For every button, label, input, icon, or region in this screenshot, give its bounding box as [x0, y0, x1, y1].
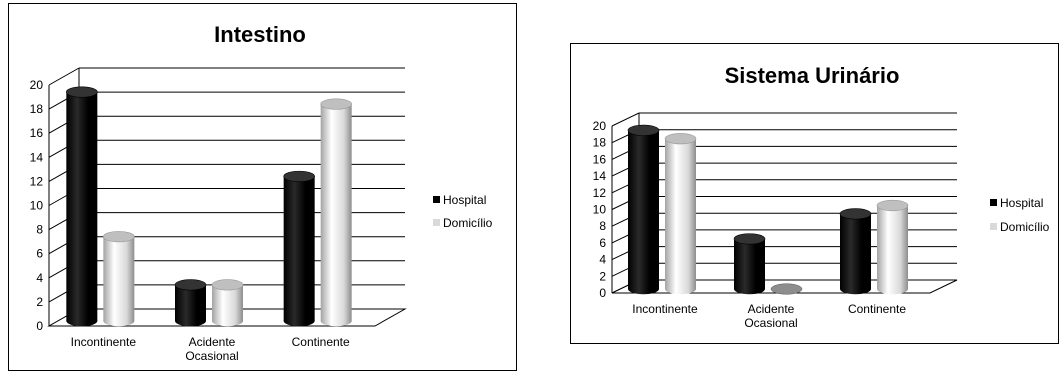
- bar-body: [103, 236, 135, 321]
- bar-body: [628, 130, 659, 289]
- bar-top: [174, 279, 207, 291]
- legend-label: Domicílio: [443, 216, 493, 230]
- x-tick-label: Incontinente: [632, 302, 698, 316]
- y-tick-label: 0: [599, 286, 606, 300]
- y-tick-label: 6: [599, 236, 606, 250]
- y-tick-label: 12: [593, 186, 607, 200]
- bar-body: [175, 284, 206, 321]
- y-tick-label: 8: [599, 219, 606, 233]
- y-tick-label: 12: [30, 174, 44, 188]
- y-tick-label: 16: [30, 126, 44, 140]
- bar-base: [770, 283, 803, 295]
- y-tick-label: 2: [599, 269, 606, 283]
- legend-swatch: [433, 196, 440, 203]
- y-tick-label: 6: [36, 247, 43, 261]
- y-tick-label: 16: [593, 152, 607, 166]
- bar-hospital-0: [66, 86, 98, 327]
- bar-top: [103, 231, 135, 243]
- y-tick-label: 14: [593, 169, 607, 183]
- bar-top: [839, 208, 872, 220]
- legend-swatch: [990, 199, 997, 206]
- bar-top: [627, 124, 660, 136]
- y-tick-label: 14: [30, 150, 44, 164]
- y-tick-label: 20: [593, 119, 607, 133]
- gridline-side: [611, 112, 640, 127]
- x-tick-label: Acidente: [748, 302, 795, 316]
- y-tick-label: 18: [593, 136, 607, 150]
- bar-body: [212, 284, 243, 321]
- x-tick-label: Acidente: [189, 335, 236, 349]
- y-tick-label: 10: [593, 203, 607, 217]
- x-tick-label: Ocasional: [185, 349, 238, 363]
- legend-swatch: [433, 219, 440, 226]
- bar-top: [733, 233, 766, 245]
- y-tick-label: 10: [30, 199, 44, 213]
- chart-sistema-urinario: Sistema Urinário 0 2 4 6 8 10 12 14 16 18 20 Inconti…: [593, 63, 1050, 330]
- bar-hospital-1: [733, 233, 766, 295]
- bar-body: [877, 205, 908, 289]
- bar-hospital-2: [283, 170, 315, 327]
- bar-top: [664, 133, 697, 145]
- bar-domiclio-1: [770, 283, 803, 295]
- bar-body: [734, 238, 765, 289]
- bar-body: [665, 138, 696, 289]
- bar-body: [320, 104, 352, 321]
- bar-body: [840, 213, 871, 289]
- x-tick-label: Continente: [292, 335, 350, 349]
- x-tick-label: Ocasional: [744, 316, 797, 330]
- x-tick-label: Continente: [848, 302, 906, 316]
- bar-top: [283, 170, 315, 182]
- bar-hospital-0: [627, 124, 660, 295]
- bar-top: [320, 98, 352, 110]
- legend-label: Hospital: [443, 193, 486, 207]
- bar-top: [66, 86, 98, 98]
- x-tick-label: Incontinente: [71, 335, 137, 349]
- chart-intestino: Intestino 0 2 4 6 8 10 12 14 16 18 20 Incontinente Ac…: [30, 22, 493, 363]
- y-tick-label: 4: [599, 253, 606, 267]
- bar-body: [66, 92, 98, 321]
- y-tick-label: 20: [30, 78, 44, 92]
- chart-panel-sistema-urinario: Sistema Urinário 0 2 4 6 8 10 12 14 16 18 20 Inconti…: [570, 43, 1059, 344]
- legend-label: Domicílio: [1000, 220, 1050, 234]
- y-tick-label: 18: [30, 102, 44, 116]
- chart-panel-intestino: Intestino 0 2 4 6 8 10 12 14 16 18 20 Incontinente Ac…: [8, 3, 517, 371]
- y-tick-label: 2: [36, 295, 43, 309]
- bar-hospital-1: [174, 279, 207, 327]
- bar-hospital-2: [839, 208, 872, 295]
- y-tick-label: 4: [36, 271, 43, 285]
- bar-domiclio-0: [664, 133, 697, 295]
- gridline-side: [48, 67, 80, 86]
- bar-domiclio-2: [876, 199, 909, 295]
- chart-title: Sistema Urinário: [725, 63, 900, 88]
- y-tick-label: 0: [36, 319, 43, 333]
- bar-domiclio-0: [103, 231, 135, 327]
- chart-title: Intestino: [214, 22, 306, 47]
- y-tick-label: 8: [36, 223, 43, 237]
- bar-top: [876, 199, 909, 212]
- bar-top: [211, 279, 244, 291]
- legend-label: Hospital: [1000, 196, 1043, 210]
- bar-body: [283, 176, 315, 321]
- bar-domiclio-2: [320, 98, 352, 327]
- legend-swatch: [990, 223, 997, 230]
- bar-domiclio-1: [211, 279, 244, 327]
